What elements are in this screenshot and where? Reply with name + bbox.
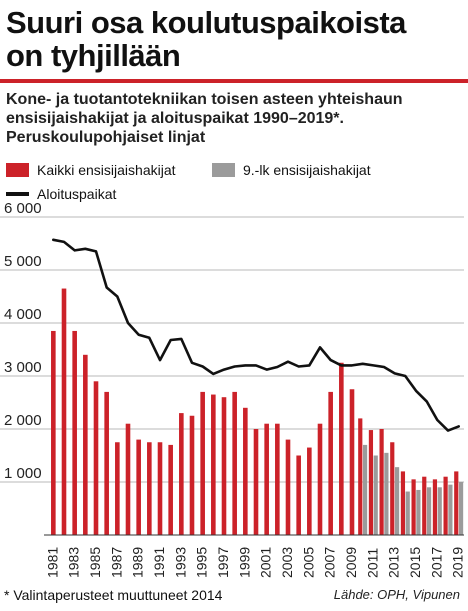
bar-all-applicants (443, 476, 448, 535)
bar-all-applicants (379, 429, 384, 535)
bar-all-applicants (400, 471, 406, 535)
bar-grade9-applicants (373, 455, 378, 535)
legend-item-all-applicants: Kaikki ensisijaishakijat (6, 162, 176, 178)
bar-all-applicants (296, 455, 301, 535)
bar-all-applicants (307, 447, 312, 535)
x-tick-label: 1983 (66, 547, 82, 578)
bar-grade9-applicants (426, 487, 432, 535)
bar-all-applicants (125, 423, 131, 535)
chart-title: Suuri osa koulutuspaikoista on tyhjillää… (6, 6, 462, 72)
bar-all-applicants (61, 288, 67, 535)
bar-all-applicants (390, 442, 395, 535)
y-tick-label: 2 000 (4, 412, 42, 429)
bar-all-applicants (189, 415, 195, 535)
y-tick-label: 4 000 (4, 306, 42, 323)
bar-all-applicants (275, 423, 280, 535)
x-tick-label: 1995 (194, 547, 210, 578)
bar-all-applicants (136, 439, 141, 535)
x-tick-label: 1989 (130, 547, 146, 578)
bar-all-applicants (264, 423, 269, 535)
x-tick-label: 1991 (151, 547, 167, 578)
bar-all-applicants (432, 479, 438, 535)
title-line-2: on tyhjillään (6, 38, 181, 73)
bar-all-applicants (211, 394, 216, 535)
x-tick-label: 1999 (236, 547, 252, 578)
legend-item-grade9-applicants: 9.-lk ensisijaishakijat (212, 162, 371, 178)
source-note: Lähde: OPH, Vipunen (333, 587, 460, 602)
bar-all-applicants (157, 442, 163, 535)
x-tick-label: 2019 (450, 547, 466, 578)
bar-grade9-applicants (448, 484, 453, 535)
legend-swatch-grade9 (212, 163, 235, 177)
x-tick-label: 2009 (343, 547, 359, 578)
bar-all-applicants (358, 418, 363, 535)
y-tick-label: 6 000 (4, 200, 42, 217)
bar-all-applicants (51, 330, 56, 535)
x-tick-label: 2005 (300, 547, 316, 578)
legend-label-all: Kaikki ensisijaishakijat (37, 162, 176, 178)
bar-all-applicants (168, 444, 173, 535)
bar-all-applicants (232, 391, 237, 535)
bar-all-applicants (454, 471, 459, 535)
bar-all-applicants (83, 354, 88, 535)
bar-grade9-applicants (384, 452, 389, 535)
line-starting-places (51, 238, 461, 432)
bar-all-applicants (339, 362, 344, 535)
bar-all-applicants (243, 407, 248, 535)
subtitle-line-3: Peruskoulupohjaiset linjat (6, 129, 206, 146)
x-tick-label: 2007 (322, 547, 338, 578)
x-tick-label: 2001 (258, 547, 274, 578)
chart-subtitle: Kone- ja tuotantotekniikan toisen asteen… (6, 90, 462, 147)
x-tick-label: 1985 (87, 547, 103, 578)
legend-swatch-line (6, 192, 29, 196)
bar-all-applicants (72, 330, 77, 535)
bar-all-applicants (200, 391, 205, 535)
bar-grade9-applicants (394, 467, 400, 535)
bar-all-applicants (411, 479, 416, 535)
x-tick-label: 2017 (428, 547, 444, 578)
legend-label-line: Aloituspaikat (37, 186, 117, 202)
bar-grade9-applicants (405, 491, 410, 535)
bar-all-applicants (179, 413, 184, 535)
bar-all-applicants (349, 389, 355, 535)
footnote: * Valintaperusteet muuttuneet 2014 (4, 587, 223, 603)
bar-all-applicants (93, 381, 99, 535)
subtitle-line-2: ensisijaishakijat ja aloituspaikat 1990–… (6, 110, 344, 127)
y-tick-label: 1 000 (4, 465, 42, 482)
subtitle-line-1: Kone- ja tuotantotekniikan toisen asteen… (6, 91, 403, 108)
bar-grade9-applicants (458, 482, 464, 535)
bar-all-applicants (328, 391, 333, 535)
x-tick-label: 2011 (364, 548, 380, 578)
x-tick-label: 1997 (215, 547, 231, 578)
bar-all-applicants (368, 430, 374, 535)
x-tick-label: 1993 (172, 547, 188, 578)
bar-all-applicants (285, 439, 291, 535)
x-tick-label: 2003 (279, 547, 295, 578)
bar-all-applicants (147, 442, 152, 535)
bar-grade9-applicants (362, 444, 368, 535)
y-tick-label: 3 000 (4, 359, 42, 376)
x-tick-label: 2015 (407, 547, 423, 578)
legend-item-starting-places: Aloituspaikat (6, 186, 116, 202)
bar-grade9-applicants (416, 489, 421, 535)
bar-grade9-applicants (437, 487, 442, 535)
bar-all-applicants (253, 429, 259, 535)
bar-all-applicants (317, 423, 323, 535)
y-tick-label: 5 000 (4, 253, 42, 270)
x-tick-label: 2013 (386, 547, 402, 578)
title-divider (0, 79, 468, 83)
bar-all-applicants (115, 442, 120, 535)
bar-all-applicants (221, 397, 227, 535)
legend-label-grade9: 9.-lk ensisijaishakijat (243, 162, 371, 178)
title-line-1: Suuri osa koulutuspaikoista (6, 5, 406, 40)
x-tick-label: 1981 (44, 547, 60, 578)
legend-swatch-all (6, 163, 29, 177)
bar-all-applicants (422, 476, 427, 535)
bar-all-applicants (104, 391, 109, 535)
x-tick-label: 1987 (108, 547, 124, 578)
